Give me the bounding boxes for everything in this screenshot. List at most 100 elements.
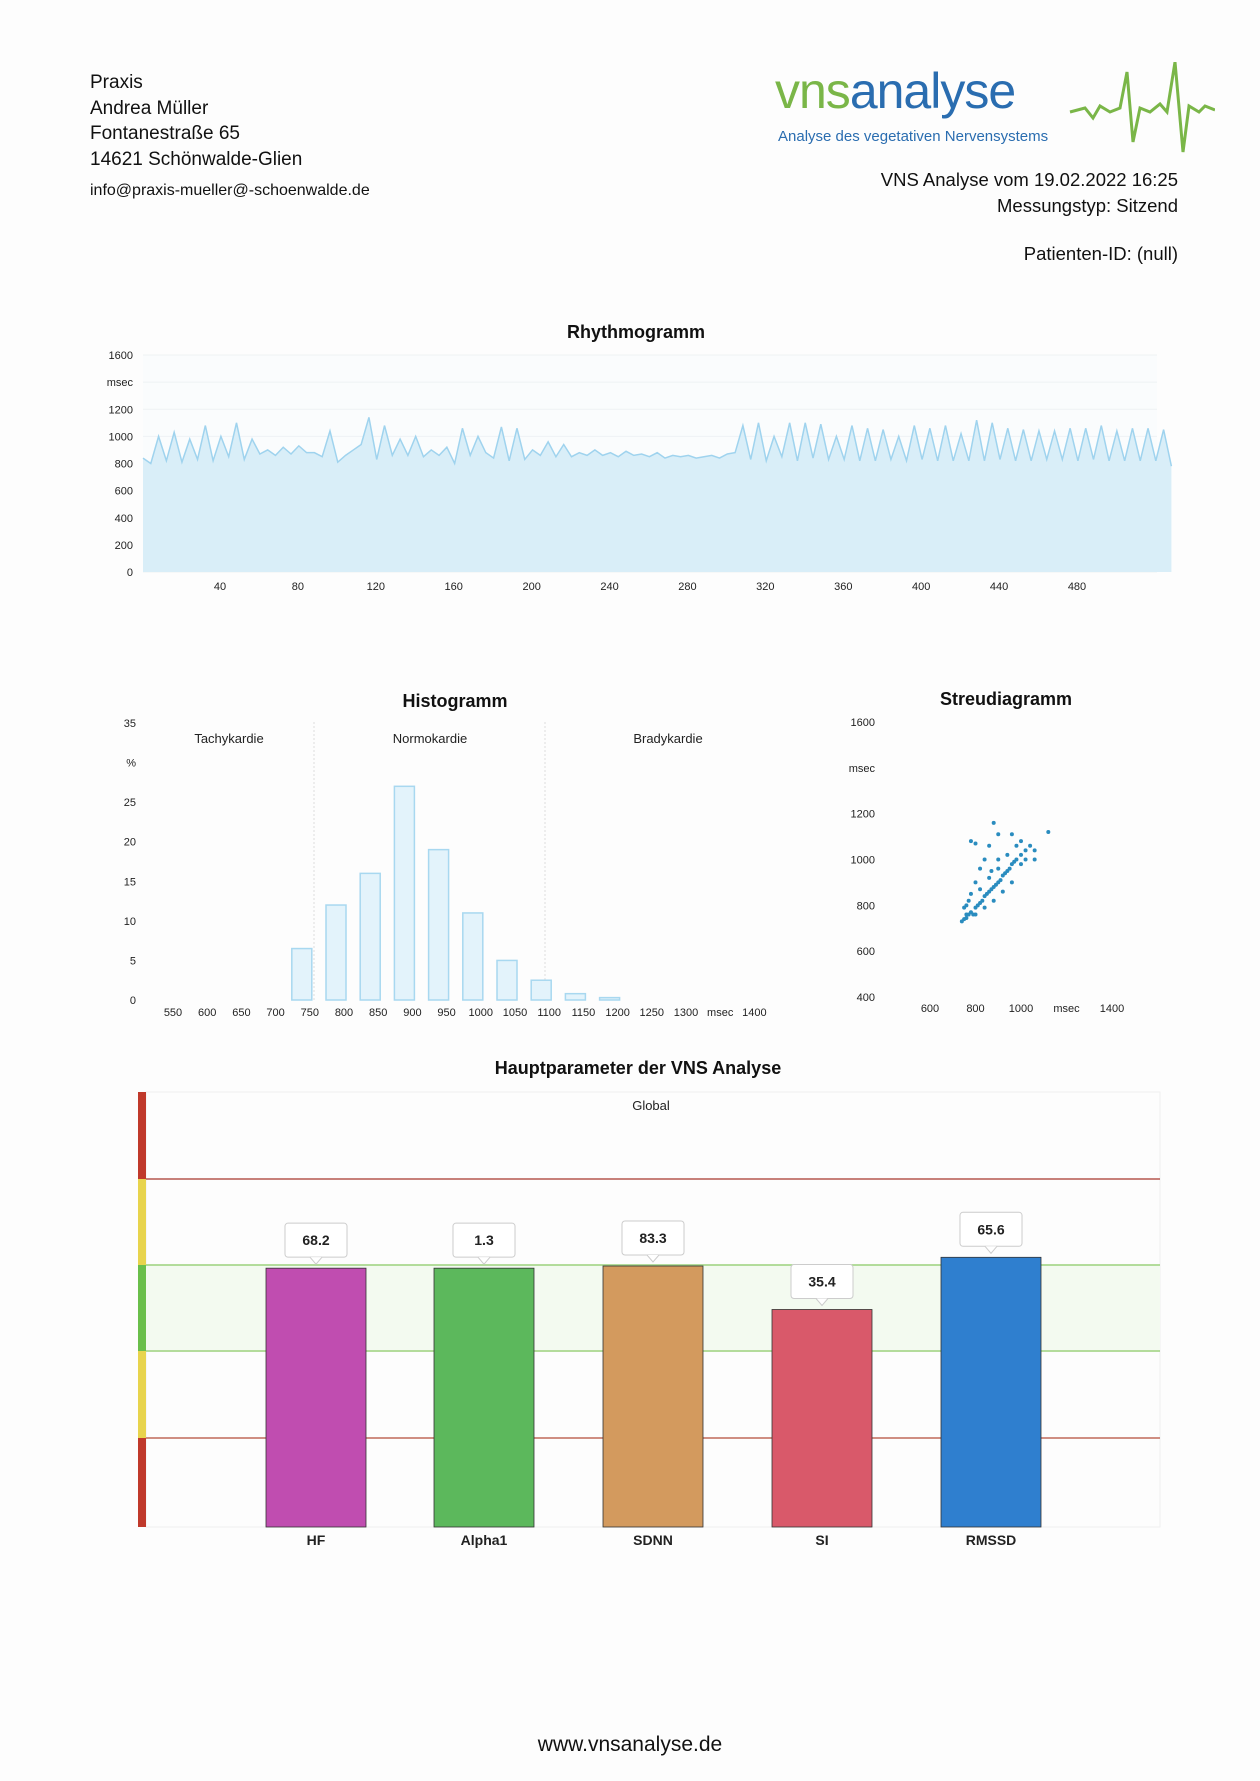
- histogram-bar: [462, 912, 484, 1001]
- param-bar-sdnn: [602, 1265, 704, 1528]
- x-tick-label: 280: [678, 581, 696, 593]
- footer-url[interactable]: www.vnsanalyse.de: [537, 1733, 723, 1756]
- scatter-point: [1019, 862, 1023, 867]
- logo-word-green: vns: [775, 63, 851, 119]
- zone-label: Tachykardie: [194, 731, 263, 746]
- x-tick-label: 900: [403, 1007, 421, 1019]
- address-line: 14621 Schönwalde-Glien: [90, 148, 303, 170]
- range-indicator: [138, 1179, 146, 1265]
- y-axis-unit: %: [126, 758, 136, 770]
- scatter-point: [1019, 852, 1023, 857]
- scatter-point: [991, 898, 996, 903]
- x-tick-label: 1200: [605, 1007, 629, 1019]
- zone-label: Bradykardie: [633, 731, 702, 746]
- param-label: RMSSD: [966, 1532, 1017, 1548]
- range-indicator: [138, 1092, 146, 1179]
- y-tick-label: 10: [124, 916, 136, 928]
- range-indicator: [138, 1351, 146, 1438]
- practice-address: Praxis Andrea Müller Fontanestraße 65 14…: [90, 70, 370, 204]
- x-tick-label: 320: [756, 581, 774, 593]
- y-tick-label: 600: [115, 486, 133, 498]
- rhythmogram-title: Rhythmogramm: [566, 322, 706, 342]
- x-tick-label: 120: [367, 581, 385, 593]
- y-tick-label: 800: [857, 900, 875, 912]
- x-tick-label: 1000: [1009, 1003, 1033, 1015]
- scatter-point: [1032, 848, 1037, 853]
- histogram-bar: [496, 959, 518, 1001]
- scatter-point: [1032, 857, 1037, 862]
- y-tick-label: 1600: [851, 717, 875, 729]
- y-tick-label: 20: [124, 837, 136, 849]
- param-bar-alpha1: [433, 1267, 535, 1528]
- scatter-point: [968, 839, 973, 844]
- x-tick-label: 700: [266, 1007, 284, 1019]
- x-tick-label: 800: [966, 1003, 984, 1015]
- y-tick-label: 1200: [109, 404, 133, 416]
- scatter-point: [973, 912, 978, 917]
- scatter-point: [1014, 857, 1019, 862]
- callout-pointer: [984, 1245, 998, 1255]
- x-tick-label: 550: [164, 1007, 182, 1019]
- x-tick-label: msec: [707, 1007, 734, 1019]
- x-tick-label: 750: [301, 1007, 319, 1019]
- scatter-point: [1019, 839, 1023, 844]
- x-tick-label: 1300: [674, 1007, 698, 1019]
- callout-pointer: [815, 1298, 829, 1307]
- x-tick-label: msec: [1053, 1003, 1080, 1015]
- histogram-bar: [564, 992, 587, 1001]
- callout-pointer: [309, 1256, 323, 1265]
- x-tick-label: 1400: [742, 1007, 766, 1019]
- x-tick-label: 950: [437, 1007, 455, 1019]
- y-tick-label: 15: [124, 876, 136, 888]
- address-line: Praxis: [90, 72, 143, 93]
- callout-pointer: [477, 1256, 491, 1265]
- x-tick-label: 40: [214, 581, 226, 593]
- measurement-type: Messungstyp: Sitzend: [997, 195, 1178, 216]
- param-value: 83.3: [639, 1230, 666, 1246]
- analysis-meta: VNS Analyse vom 19.02.2022 16:25 Messung…: [881, 167, 1178, 219]
- patient-id: Patienten-ID: (null): [1023, 243, 1178, 264]
- histogram-bar: [291, 947, 313, 1001]
- scatter-point: [1007, 866, 1012, 871]
- y-tick-label: 400: [115, 513, 133, 525]
- email: info@praxis-mueller@-schoenwalde.de: [90, 182, 370, 199]
- x-tick-label: 80: [292, 581, 304, 593]
- logo-subtitle: Analyse des vegetativen Nervensystems: [778, 128, 1049, 145]
- y-tick-label: 1000: [851, 855, 875, 867]
- y-tick-label: 25: [124, 797, 136, 809]
- x-tick-label: 1000: [469, 1007, 493, 1019]
- scatter-point: [987, 875, 992, 880]
- scatter-point: [1005, 852, 1010, 857]
- scatter-point: [973, 880, 978, 885]
- scatter-point: [1023, 848, 1028, 853]
- zone-label: Normokardie: [393, 731, 467, 746]
- y-axis-unit: msec: [107, 377, 134, 389]
- y-axis-unit: msec: [849, 763, 876, 775]
- x-tick-label: 1400: [1100, 1003, 1124, 1015]
- x-tick-label: 850: [369, 1007, 387, 1019]
- x-tick-label: 440: [990, 581, 1008, 593]
- scatter-point: [973, 841, 978, 846]
- y-tick-label: 400: [857, 992, 875, 1004]
- scatter-point: [964, 915, 969, 920]
- x-tick-label: 400: [912, 581, 930, 593]
- y-tick-label: 200: [115, 540, 133, 552]
- scatter-point: [978, 887, 983, 892]
- main-params-title: Hauptparameter der VNS Analyse: [494, 1058, 782, 1078]
- y-tick-label: 1200: [851, 809, 875, 821]
- scatter-point: [966, 898, 971, 903]
- param-label: SDNN: [633, 1532, 673, 1548]
- x-tick-label: 1250: [640, 1007, 664, 1019]
- param-value: 35.4: [808, 1274, 835, 1290]
- address-line: Fontanestraße 65: [90, 123, 240, 144]
- analysis-date: VNS Analyse vom 19.02.2022 16:25: [880, 169, 1178, 190]
- histogram-title: Histogramm: [402, 691, 508, 711]
- y-tick-label: 800: [115, 459, 133, 471]
- heartbeat-icon: [1069, 62, 1215, 153]
- histogram-bar: [393, 785, 416, 1001]
- scatter-point: [996, 857, 1001, 862]
- scatter-point: [1000, 889, 1005, 894]
- logo-word-blue: analyse: [849, 63, 1016, 119]
